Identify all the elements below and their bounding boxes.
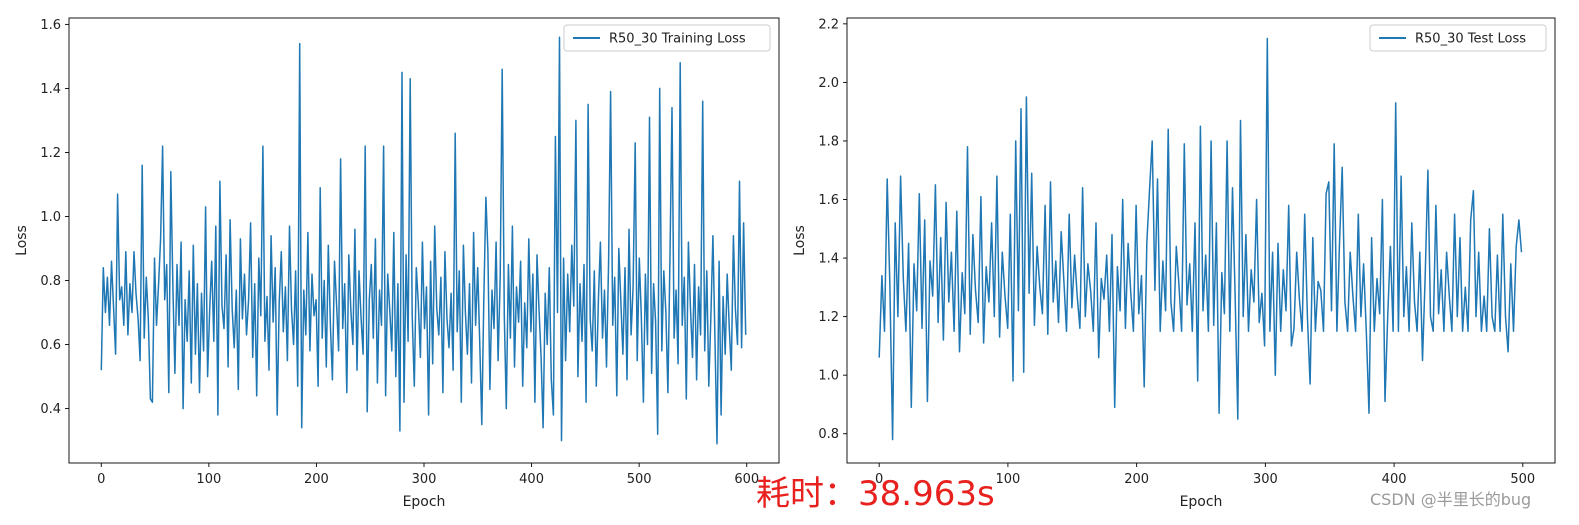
- x-tick-label: 400: [519, 472, 544, 487]
- y-tick-label: 1.4: [818, 252, 839, 267]
- axes-frame: [846, 17, 1556, 464]
- y-tick-label: 2.2: [818, 17, 839, 32]
- series-line-1: [878, 37, 1523, 441]
- legend-label: R50_30 Test Loss: [1415, 32, 1526, 47]
- series-line-1: [100, 36, 747, 445]
- x-tick-label: 400: [1382, 472, 1407, 487]
- y-tick-label: 1.4: [40, 82, 61, 97]
- csdn-watermark: CSDN @半里长的bug: [1370, 490, 1532, 509]
- y-axis-label: Loss: [792, 225, 808, 256]
- legend-label: R50_30 Training Loss: [609, 32, 746, 47]
- chart-panel-1: 0 100 200 300 400 500 600 0.4 0.6 0.8 1.0 1.2 1.4 1.6…: [14, 17, 780, 510]
- x-tick-label: 500: [627, 472, 652, 487]
- chart-panel-2: 0 100 200 300 400 500 0.8 1.0 1.2 1.4 1.6 1.8 2.0 2.2…: [792, 17, 1556, 510]
- x-tick-label: 200: [304, 472, 329, 487]
- legend-box: [1369, 24, 1547, 52]
- x-tick-label: 0: [875, 472, 883, 487]
- y-tick-label: 1.0: [818, 369, 839, 384]
- legend: R50_30 Test Loss: [1369, 24, 1547, 52]
- y-tick-label: 0.6: [40, 338, 61, 353]
- y-tick-label: 0.8: [40, 274, 61, 289]
- x-tick-label: 500: [1510, 472, 1535, 487]
- y-tick-label: 2.0: [818, 76, 839, 91]
- y-tick-label: 1.6: [40, 18, 61, 33]
- y-axis-label: Loss: [14, 225, 30, 256]
- y-tick-label: 0.4: [40, 402, 61, 417]
- y-tick-label: 0.8: [818, 427, 839, 442]
- elapsed-time-caption: 耗时：38.963s: [756, 474, 995, 514]
- legend: R50_30 Training Loss: [563, 24, 771, 52]
- x-axis-label: Epoch: [1180, 494, 1223, 510]
- y-tick-label: 1.2: [818, 310, 839, 325]
- legend-box: [563, 24, 771, 52]
- x-tick-label: 0: [97, 472, 105, 487]
- x-tick-label: 600: [734, 472, 759, 487]
- x-tick-label: 100: [995, 472, 1020, 487]
- y-tick-label: 1.8: [818, 134, 839, 149]
- x-tick-label: 100: [196, 472, 221, 487]
- x-axis-label: Epoch: [403, 494, 446, 510]
- y-tick-label: 1.6: [818, 193, 839, 208]
- x-tick-label: 300: [1253, 472, 1278, 487]
- y-tick-label: 1.0: [40, 210, 61, 225]
- y-tick-label: 1.2: [40, 146, 61, 161]
- x-tick-label: 200: [1124, 472, 1149, 487]
- x-tick-label: 300: [412, 472, 437, 487]
